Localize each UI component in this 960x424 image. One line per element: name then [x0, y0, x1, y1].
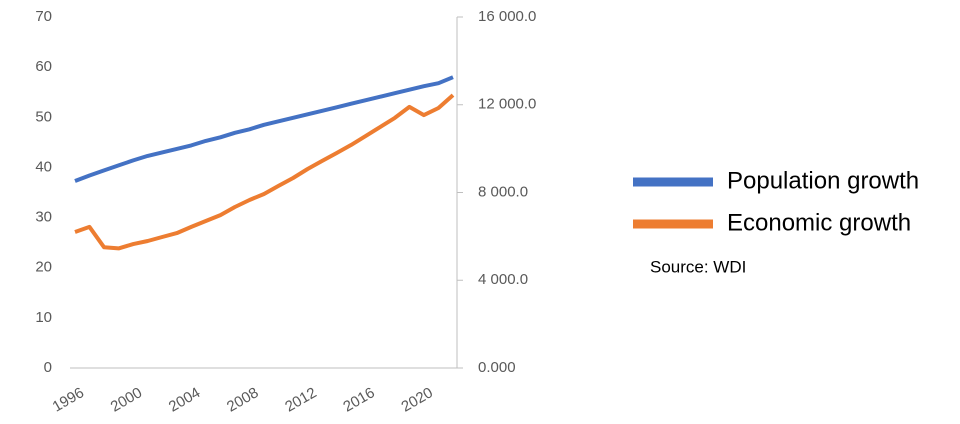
x-tick-label: 2012	[282, 384, 319, 415]
x-tick-label: 2020	[399, 384, 436, 415]
y2-tick-label: 16 000.0	[478, 8, 536, 25]
y-tick-label: 10	[35, 309, 52, 326]
y2-tick-label: 4 000.0	[478, 271, 528, 288]
legend-label: Economic growth	[727, 209, 911, 236]
x-tick-label: 1996	[50, 384, 87, 415]
y-tick-label: 0	[44, 359, 52, 376]
y-tick-label: 20	[35, 259, 52, 276]
annotation: Source: WDI	[650, 257, 746, 276]
y-tick-label: 30	[35, 209, 52, 226]
legend-label: Population growth	[727, 167, 919, 194]
x-tick-label: 2000	[108, 384, 145, 415]
series-line	[74, 75, 454, 183]
y-tick-label: 50	[35, 108, 52, 125]
series-line	[74, 93, 455, 251]
y-tick-label: 70	[35, 8, 52, 25]
y2-tick-label: 12 000.0	[478, 96, 536, 113]
y2-tick-label: 0.000	[478, 359, 516, 376]
y-tick-label: 60	[35, 58, 52, 75]
y2-tick-label: 8 000.0	[478, 183, 528, 200]
x-tick-label: 2004	[166, 384, 203, 415]
x-tick-label: 2016	[340, 384, 377, 415]
y-tick-label: 40	[35, 158, 52, 175]
x-tick-label: 2008	[224, 384, 261, 415]
